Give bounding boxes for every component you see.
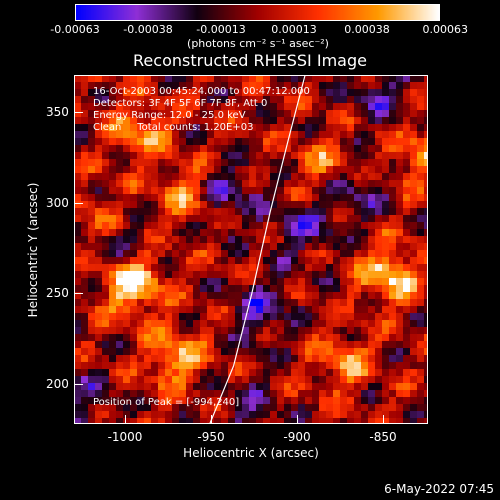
x-tick	[125, 415, 126, 424]
info-energy-range: Energy Range: 12.0 - 25.0 keV	[93, 110, 246, 121]
colorbar-tick-label: -0.00063	[50, 23, 100, 36]
y-tick	[74, 203, 83, 204]
x-tick-label: -850	[369, 430, 397, 444]
x-tick-label: -900	[283, 430, 311, 444]
x-tick	[211, 415, 212, 424]
info-detectors: Detectors: 3F 4F 5F 6F 7F 8F, Att 0	[93, 98, 268, 109]
image-plot-area[interactable]	[74, 75, 428, 424]
colorbar-tick-label: 0.00063	[422, 23, 469, 36]
x-axis-label: Heliocentric X (arcsec)	[183, 446, 319, 460]
y-tick	[74, 293, 83, 294]
colorbar	[75, 4, 440, 21]
y-tick	[74, 112, 83, 113]
solar-limb-curve	[209, 75, 306, 424]
plot-title: Reconstructed RHESSI Image	[133, 51, 367, 70]
y-tick	[74, 384, 83, 385]
info-peak-position: Position of Peak = [-994,240]	[93, 397, 240, 408]
y-tick-label: 350	[46, 105, 69, 119]
info-time-range: 16-Oct-2003 00:45:24.000 to 00:47:12.000	[93, 86, 310, 97]
y-tick-label: 200	[46, 377, 69, 391]
colorbar-unit-label: (photons cm⁻² s⁻¹ asec⁻²)	[187, 37, 329, 50]
colorbar-tick-label: -0.00013	[196, 23, 246, 36]
y-tick-label: 250	[46, 286, 69, 300]
timestamp: 6-May-2022 07:45	[384, 482, 494, 496]
info-method-counts: Clean Total counts: 1.20E+03	[93, 122, 254, 133]
x-tick-label: -1000	[107, 430, 143, 444]
x-tick	[383, 415, 384, 424]
limb-line	[209, 75, 306, 424]
y-tick-label: 300	[46, 196, 69, 210]
colorbar-tick-label: 0.00038	[344, 23, 390, 36]
colorbar-tick-label: -0.00038	[123, 23, 173, 36]
colorbar-tick-label: 0.00013	[271, 23, 317, 36]
rhessi-heatmap	[74, 75, 428, 424]
x-tick-label: -950	[197, 430, 225, 444]
y-axis-label: Heliocentric Y (arcsec)	[26, 182, 40, 318]
x-tick	[297, 415, 298, 424]
